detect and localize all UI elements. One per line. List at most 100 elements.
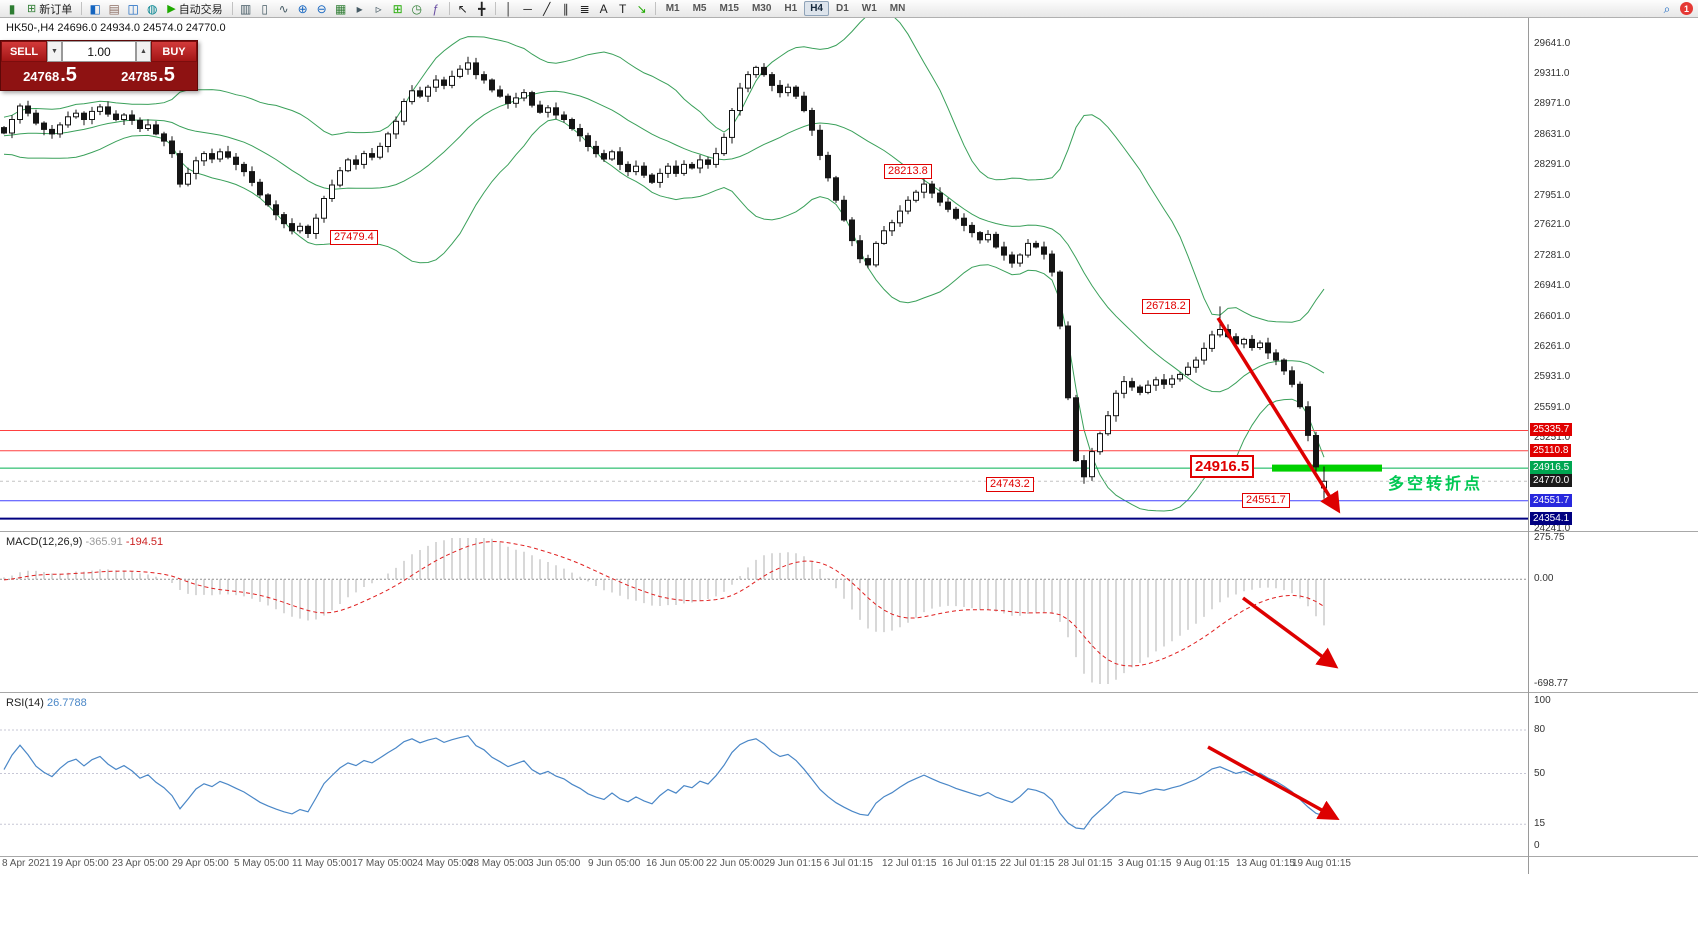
candle bbox=[1161, 379, 1167, 385]
price-annotation[interactable]: 27479.4 bbox=[330, 230, 378, 245]
panel-separator bbox=[0, 856, 1698, 857]
line-chart-type-icon[interactable]: ∿ bbox=[278, 1, 289, 16]
candle bbox=[953, 208, 959, 219]
candle bbox=[1097, 433, 1103, 453]
time-axis-label: 16 Jun 05:00 bbox=[646, 858, 704, 869]
text-icon[interactable]: A bbox=[599, 1, 608, 16]
time-axis-label: 28 May 05:00 bbox=[468, 858, 529, 869]
time-axis-label: 6 Jul 01:15 bbox=[824, 858, 873, 869]
main-chart[interactable] bbox=[0, 18, 1698, 531]
price-annotation[interactable]: 多空转折点 bbox=[1388, 476, 1484, 493]
arrows-tool-icon[interactable]: ↘ bbox=[636, 1, 647, 16]
navigator-icon[interactable]: ◧ bbox=[89, 1, 101, 16]
new-chart-icon[interactable]: ⊞ bbox=[392, 1, 403, 16]
red-arrow-annotation[interactable] bbox=[1216, 317, 1341, 514]
chart-area[interactable]: 29641.0 29311.0 28971.0 28631.0 28291.0 27951… bbox=[0, 18, 1698, 944]
periods-icon[interactable]: ◷ bbox=[411, 1, 422, 16]
accounts-icon[interactable]: ◫ bbox=[127, 1, 139, 16]
candle bbox=[865, 258, 871, 266]
timeframe-h1[interactable]: H1 bbox=[784, 3, 798, 14]
price-annotation[interactable]: 24916.5 bbox=[1190, 455, 1255, 478]
candle bbox=[377, 145, 383, 158]
timeframe-m5[interactable]: M5 bbox=[692, 3, 707, 14]
price-axis-tick: 26941.0 bbox=[1534, 280, 1571, 291]
caret-down-icon: ▼ bbox=[51, 48, 58, 55]
buy-price: 24785.5 bbox=[99, 62, 197, 90]
volume-increase-button[interactable]: ▲ bbox=[136, 41, 151, 62]
candle bbox=[185, 172, 191, 185]
time-axis-label: 3 Jun 05:00 bbox=[528, 858, 581, 869]
candle bbox=[609, 151, 615, 160]
candle bbox=[1273, 352, 1279, 361]
red-arrow-annotation[interactable] bbox=[1241, 596, 1339, 669]
chart-logo-icon[interactable]: ▮ bbox=[8, 1, 16, 16]
bar-chart-type-icon[interactable]: ▥ bbox=[240, 1, 252, 16]
candle bbox=[713, 153, 719, 165]
time-axis-label: 5 May 05:00 bbox=[234, 858, 290, 869]
red-arrow-annotation[interactable] bbox=[1207, 745, 1340, 821]
autotrading-button[interactable]: ▶ 自动交易 bbox=[162, 1, 227, 17]
price-annotation[interactable]: 28213.8 bbox=[884, 164, 932, 179]
candle bbox=[1289, 370, 1295, 385]
timeframe-w1[interactable]: W1 bbox=[861, 3, 877, 14]
time-axis-label: 8 Apr 2021 bbox=[2, 858, 51, 869]
candle bbox=[857, 240, 863, 260]
thick-green-level-bar[interactable] bbox=[1272, 464, 1382, 472]
history-center-icon[interactable]: ▤ bbox=[108, 1, 120, 16]
vertical-line-icon[interactable]: │ bbox=[504, 1, 513, 16]
candle bbox=[521, 92, 527, 99]
fibonacci-icon[interactable]: ≣ bbox=[579, 1, 590, 16]
candle bbox=[673, 165, 679, 174]
label-icon[interactable]: T bbox=[619, 1, 627, 16]
candle bbox=[313, 217, 319, 234]
new-order-button[interactable]: ⊞ 新订单 bbox=[22, 1, 77, 17]
channel-icon[interactable]: ∥ bbox=[562, 1, 569, 16]
candle bbox=[433, 79, 439, 88]
auto-scroll-icon[interactable]: ▸ bbox=[356, 1, 363, 16]
rsi-panel[interactable] bbox=[0, 693, 1698, 856]
market-watch-icon[interactable]: ◍ bbox=[146, 1, 158, 16]
price-annotation[interactable]: 24551.7 bbox=[1242, 493, 1290, 508]
cursor-icon[interactable]: ↖ bbox=[457, 1, 468, 16]
trendline-icon[interactable]: ╱ bbox=[543, 1, 551, 16]
candle bbox=[121, 114, 127, 120]
timeframe-mn[interactable]: MN bbox=[889, 3, 906, 14]
volume-input[interactable] bbox=[62, 41, 136, 62]
candle bbox=[73, 112, 79, 118]
crosshair-icon[interactable]: ╋ bbox=[478, 1, 486, 16]
candle bbox=[97, 106, 103, 112]
chart-shift-icon[interactable]: ▹ bbox=[375, 1, 382, 16]
sell-button[interactable]: SELL bbox=[1, 41, 47, 62]
panel-separator[interactable] bbox=[0, 531, 1698, 532]
time-axis[interactable]: 8 Apr 2021 19 Apr 05:00 23 Apr 05:00 29 Apr… bbox=[0, 856, 1698, 874]
timeframe-d1[interactable]: D1 bbox=[836, 3, 849, 14]
price-axis-badge: 24551.7 bbox=[1530, 494, 1573, 507]
panel-separator[interactable] bbox=[0, 692, 1698, 693]
price-annotation[interactable]: 26718.2 bbox=[1142, 299, 1190, 314]
buy-button[interactable]: BUY bbox=[151, 41, 197, 62]
volume-decrease-button[interactable]: ▼ bbox=[47, 41, 62, 62]
candle bbox=[25, 105, 31, 114]
timeframe-m30[interactable]: M30 bbox=[751, 3, 772, 14]
timeframe-m15[interactable]: M15 bbox=[719, 3, 739, 14]
candle bbox=[1281, 359, 1287, 372]
price-axis-tick: 26601.0 bbox=[1534, 311, 1571, 322]
candle bbox=[1105, 415, 1111, 435]
price-annotation[interactable]: 24743.2 bbox=[986, 477, 1034, 492]
macd-panel[interactable] bbox=[0, 532, 1698, 692]
tile-windows-icon[interactable]: ▦ bbox=[335, 1, 347, 16]
zoom-out-icon[interactable]: ⊖ bbox=[316, 1, 327, 16]
price-axis[interactable]: 29641.0 29311.0 28971.0 28631.0 28291.0 27951… bbox=[1528, 18, 1698, 874]
price-axis-tick: 24241.0 bbox=[1534, 523, 1571, 534]
zoom-in-icon[interactable]: ⊕ bbox=[297, 1, 308, 16]
horizontal-line-icon[interactable]: ─ bbox=[523, 1, 532, 16]
timeframe-h4[interactable]: H4 bbox=[804, 1, 829, 16]
candle bbox=[665, 165, 671, 174]
caret-up-icon: ▲ bbox=[140, 48, 147, 55]
indicators-icon[interactable]: ƒ bbox=[432, 1, 440, 16]
timeframe-m1[interactable]: M1 bbox=[665, 3, 680, 14]
candlestick-chart-type-icon[interactable]: ▯ bbox=[261, 1, 268, 16]
notification-badge[interactable]: 1 bbox=[1680, 2, 1693, 15]
toolbar-separator bbox=[81, 2, 83, 15]
search-icon[interactable]: ⌕ bbox=[1663, 1, 1671, 16]
